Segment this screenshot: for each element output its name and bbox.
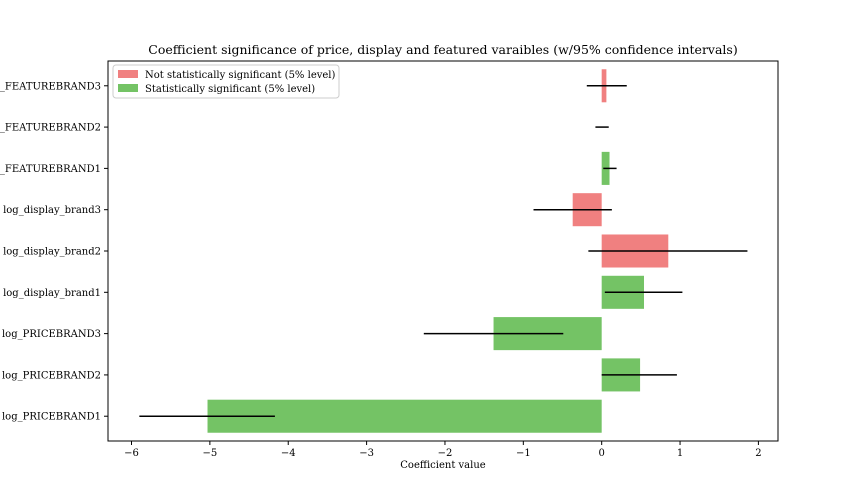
x-tick-label: 0 [598,448,604,459]
y-tick-label: log_PRICEBRAND1 [2,412,101,423]
x-tick-label: −6 [124,448,139,459]
y-tick-label: log_PRICEBRAND2 [2,370,101,381]
legend-swatch [118,70,138,78]
x-axis: −6 −5 −4 −3 −2 −1 0 1 2 [124,441,762,459]
y-tick-label: _FEATUREBRAND1 [0,164,101,175]
y-tick-label: log_display_brand3 [3,205,101,216]
x-axis-label: Coefficient value [400,460,485,471]
x-tick-label: 1 [677,448,683,459]
x-tick-label: −3 [359,448,374,459]
x-tick-label: −1 [516,448,531,459]
legend-box [112,64,340,99]
y-tick-label: log_display_brand2 [3,247,101,258]
y-tick-label: log_display_brand1 [3,288,101,299]
legend-swatch [118,84,138,92]
y-tick-label: log_PRICEBRAND3 [2,329,101,340]
x-tick-label: 2 [755,448,761,459]
errorbars-layer [139,85,748,417]
legend-label: Not statistically significant (5% level) [145,70,335,81]
x-tick-label: −5 [202,448,217,459]
y-tick-label: _FEATUREBRAND3 [0,81,101,92]
chart-title: Coefficient significance of price, displ… [148,42,737,57]
y-axis: log_PRICEBRAND1 log_PRICEBRAND2 log_PRICEB… [0,81,108,423]
legend-label: Statistically significant (5% level) [145,84,315,95]
x-tick-label: −4 [281,448,296,459]
legend: Not statistically significant (5% level)… [112,64,340,99]
y-tick-label: _FEATUREBRAND2 [0,123,101,134]
x-tick-label: −2 [438,448,453,459]
